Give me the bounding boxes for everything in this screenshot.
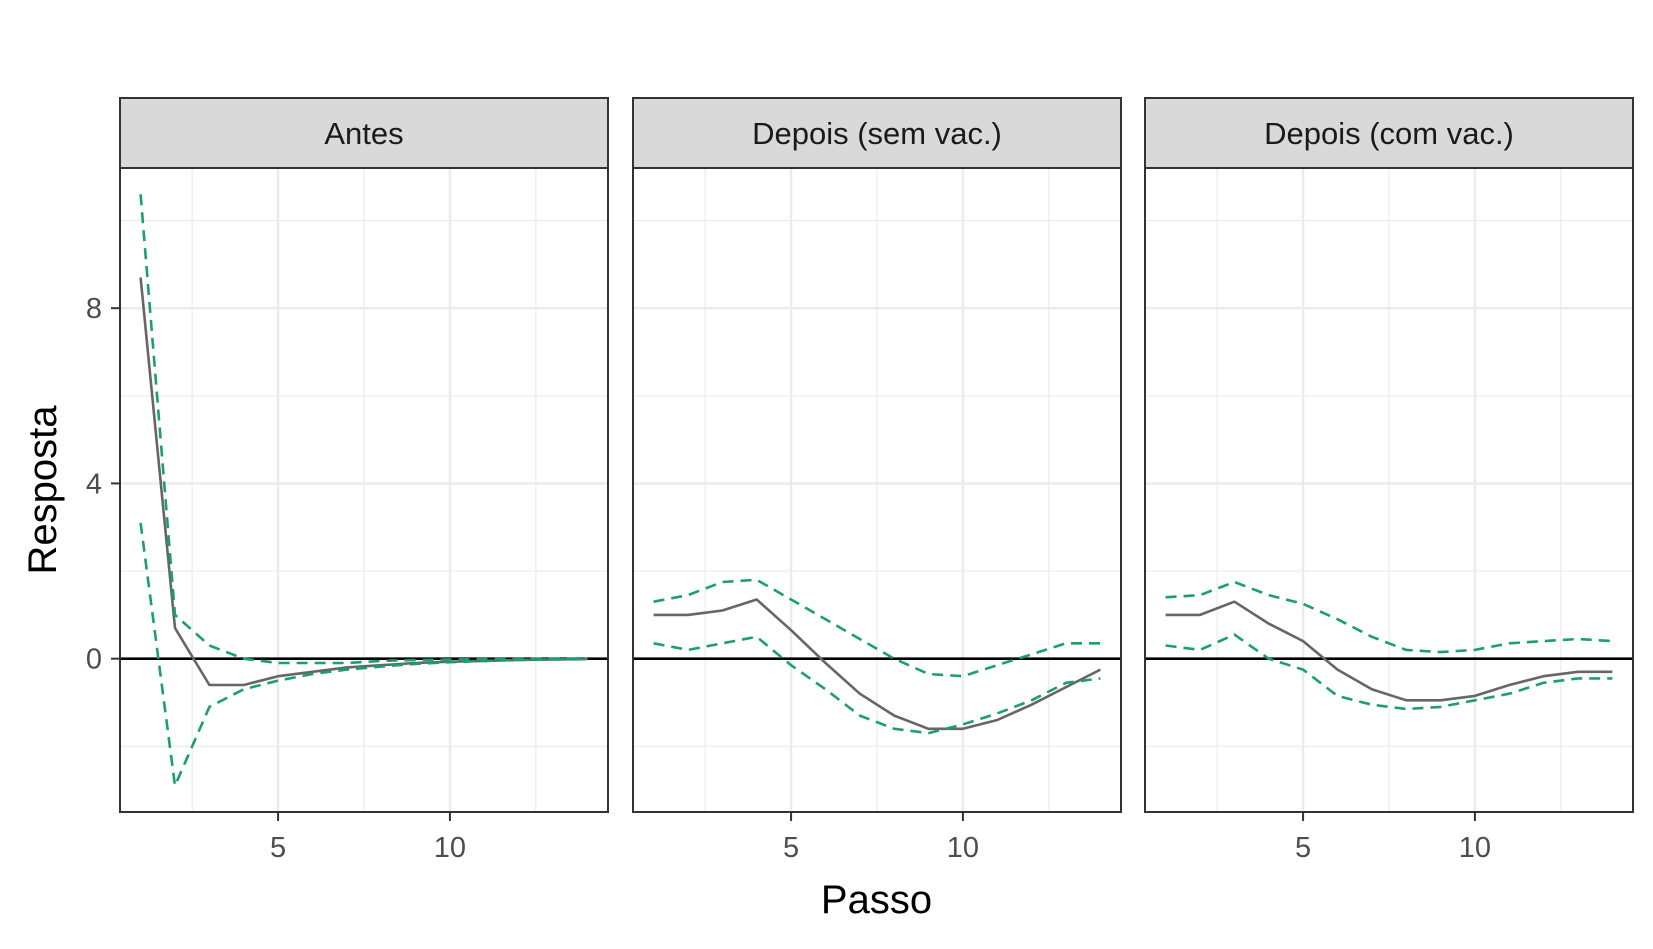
x-tick-label: 5: [783, 832, 799, 864]
upper-bound-line: [653, 578, 1101, 678]
facet-strip-label: Depois (sem vac.): [752, 116, 1002, 151]
facet-strip: [1144, 97, 1634, 169]
x-tick-label: 5: [270, 832, 286, 864]
response-line: [653, 598, 1101, 731]
y-tick-label: 4: [86, 468, 102, 500]
y-tick-label: 8: [86, 293, 102, 325]
lower-bound-line: [139, 522, 588, 788]
facet-strip: [119, 97, 609, 169]
y-tick-label: 0: [86, 644, 102, 676]
x-tick-label: 10: [1459, 832, 1491, 864]
x-tick-label: 10: [434, 832, 466, 864]
x-tick-label: 5: [1295, 832, 1311, 864]
facet-strip-label: Antes: [324, 116, 403, 151]
x-axis-title: Passo: [821, 878, 932, 922]
y-axis-title: Resposta: [21, 405, 65, 575]
x-tick-label: 10: [947, 832, 979, 864]
upper-bound-line: [1165, 580, 1613, 654]
facet-strip: [632, 97, 1122, 169]
lower-bound-line: [1165, 633, 1613, 711]
response-line: [1165, 600, 1613, 702]
upper-bound-line: [139, 194, 588, 665]
lower-bound-line: [653, 635, 1101, 735]
facet-strip-label: Depois (com vac.): [1264, 116, 1514, 151]
